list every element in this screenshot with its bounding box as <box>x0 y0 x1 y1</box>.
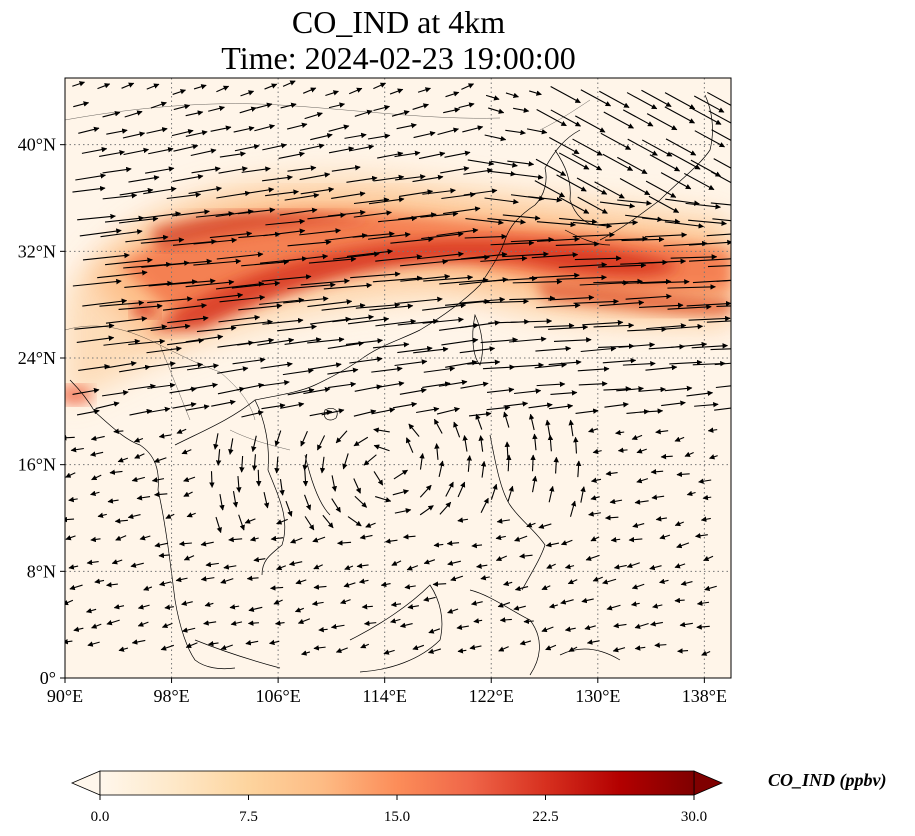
colorbar-tick-label: 30.0 <box>681 809 707 825</box>
gridlines <box>65 78 731 678</box>
colorbar: 0.0 7.5 15.0 22.5 30.0 <box>70 770 724 825</box>
colorbar-min-extend <box>70 770 101 796</box>
colorbar-tick-label: 7.5 <box>239 809 258 825</box>
wind-vectors <box>65 80 731 656</box>
lat-tick-label: 40°N <box>18 135 56 155</box>
coastlines <box>69 94 713 676</box>
lat-tick-label: 32°N <box>18 241 56 261</box>
lat-tick-label: 8°N <box>27 561 56 581</box>
lon-tick-label: 90°E <box>47 686 83 706</box>
colorbar-ramp <box>99 770 695 796</box>
colorbar-tick-label: 22.5 <box>532 809 558 825</box>
colorbar-tick-label: 0.0 <box>91 809 110 825</box>
lon-tick-label: 98°E <box>153 686 189 706</box>
lat-tick-label: 16°N <box>18 455 56 475</box>
axis-ticks: 90°E 98°E 106°E 114°E 122°E 130°E 138°E 0° 8°N 16… <box>18 135 727 706</box>
lon-tick-label: 106°E <box>256 686 301 706</box>
colorbar-tick-label: 15.0 <box>384 809 410 825</box>
colorbar-max-extend <box>693 770 724 796</box>
lat-tick-label: 24°N <box>18 348 56 368</box>
lon-tick-label: 114°E <box>362 686 407 706</box>
map-frame <box>64 77 732 679</box>
map-title-line2: Time: 2024-02-23 19:00:00 <box>221 40 576 76</box>
lon-tick-label: 130°E <box>575 686 620 706</box>
map-area <box>65 78 731 678</box>
colorbar-label: CO_IND (ppbv) <box>768 770 887 790</box>
lat-tick-label: 0° <box>40 668 56 688</box>
lon-tick-label: 138°E <box>682 686 727 706</box>
map-title-line1: CO_IND at 4km <box>291 4 506 40</box>
lon-tick-label: 122°E <box>469 686 514 706</box>
